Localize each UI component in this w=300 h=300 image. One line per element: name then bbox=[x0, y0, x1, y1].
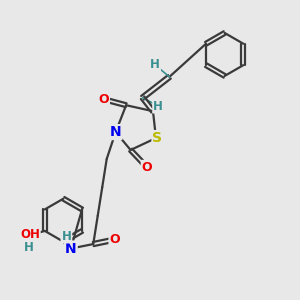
Text: N: N bbox=[65, 242, 77, 256]
Text: S: S bbox=[152, 131, 163, 145]
Text: OH: OH bbox=[20, 228, 40, 241]
Text: O: O bbox=[142, 161, 152, 174]
Text: H: H bbox=[153, 100, 163, 112]
Text: H: H bbox=[61, 230, 71, 242]
Text: H: H bbox=[150, 58, 160, 71]
Text: O: O bbox=[98, 93, 109, 106]
Text: H: H bbox=[23, 241, 33, 254]
Text: O: O bbox=[110, 233, 120, 246]
Text: N: N bbox=[110, 125, 122, 139]
